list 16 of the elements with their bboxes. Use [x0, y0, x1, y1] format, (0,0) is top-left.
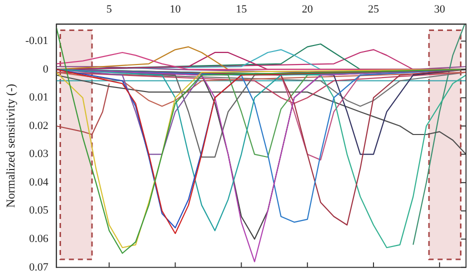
x-tick-label: 5	[106, 3, 112, 16]
x-tick-label: 25	[368, 3, 380, 16]
y-tick-label: 0.03	[29, 148, 49, 160]
x-tick-label: 10	[170, 3, 182, 16]
y-tick-label: -0.01	[25, 35, 48, 48]
x-tick-label: 30	[434, 3, 446, 16]
y-tick-label: 0.07	[29, 261, 49, 274]
y-tick-label: 0.02	[29, 120, 48, 132]
y-tick-label: 0.06	[29, 233, 49, 246]
y-tick-label: 0.01	[29, 92, 48, 104]
y-axis-title: Normalized sensitivity (-)	[3, 84, 18, 208]
y-tick-label: 0	[42, 63, 49, 76]
x-tick-label: 20	[302, 3, 314, 16]
x-tick-label: 15	[236, 3, 248, 16]
y-tick-label: 0.05	[29, 204, 49, 217]
y-tick-label: 0.04	[29, 176, 49, 188]
